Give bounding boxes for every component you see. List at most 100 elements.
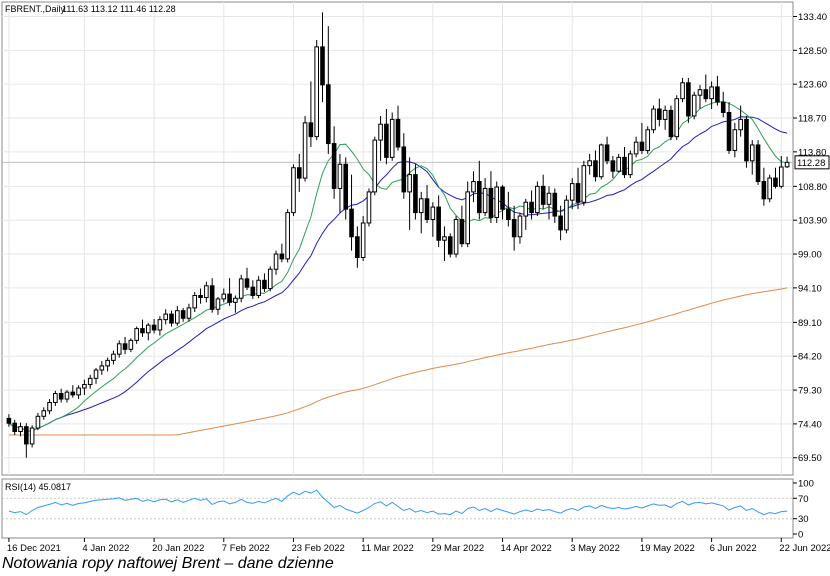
candle-body-up xyxy=(372,139,378,193)
candle-body-down xyxy=(326,84,331,145)
candle-body-up xyxy=(569,183,575,201)
candle xyxy=(285,209,290,263)
candle-body-up xyxy=(598,144,604,178)
candle xyxy=(192,292,198,313)
candle xyxy=(93,367,99,384)
candle-body-up xyxy=(157,319,163,331)
y-tick-label: 94.10 xyxy=(798,283,822,294)
candle-body-down xyxy=(250,286,256,296)
candle xyxy=(593,150,598,182)
candle xyxy=(378,115,383,161)
candle xyxy=(360,216,366,261)
candle-body-down xyxy=(70,391,76,396)
candle-body-up xyxy=(587,160,592,167)
candle xyxy=(355,226,360,268)
y-tick-label: 118.70 xyxy=(798,114,826,125)
candle-body-up xyxy=(680,82,685,100)
candle xyxy=(198,288,203,304)
candle-body-down xyxy=(726,111,732,151)
x-tick-label: 20 Jan 2022 xyxy=(152,543,204,554)
candle-body-down xyxy=(198,294,203,299)
candle-body-down xyxy=(279,253,285,260)
candle xyxy=(616,153,621,173)
candle-body-up xyxy=(116,343,122,355)
candle xyxy=(331,126,337,199)
last-price-tag xyxy=(794,155,830,170)
candle-body-down xyxy=(540,185,546,205)
candle xyxy=(58,388,64,403)
candle xyxy=(459,205,465,248)
candle-body-up xyxy=(430,206,436,221)
candle-body-down xyxy=(610,160,616,172)
rsi-tick-label: 70 xyxy=(798,494,809,505)
candle-body-down xyxy=(575,183,581,203)
candle-body-up xyxy=(453,219,459,255)
candle xyxy=(209,278,215,313)
candle xyxy=(384,109,389,165)
rsi-tick-label: 100 xyxy=(798,479,814,490)
candle xyxy=(314,39,319,141)
candle-body-up xyxy=(465,191,470,245)
candle xyxy=(558,205,563,241)
candle-body-down xyxy=(703,89,709,100)
candle-body-up xyxy=(302,122,308,179)
candle xyxy=(668,105,674,141)
candle xyxy=(105,357,110,372)
rsi-tick-label: 0 xyxy=(798,530,803,541)
candle-body-down xyxy=(773,177,778,187)
x-tick-label: 11 Mar 2022 xyxy=(361,543,414,554)
candle xyxy=(418,191,424,234)
candle xyxy=(744,115,749,168)
candle-body-down xyxy=(686,82,691,117)
candle-body-down xyxy=(227,293,232,303)
candle xyxy=(82,379,87,395)
candle-body-down xyxy=(622,156,627,176)
candle xyxy=(116,340,122,358)
candle xyxy=(784,156,790,168)
candle xyxy=(436,195,441,248)
candle xyxy=(145,323,151,341)
candle xyxy=(302,115,308,182)
candle-body-up xyxy=(564,199,569,231)
candle-body-up xyxy=(378,123,383,141)
candle-body-up xyxy=(186,307,192,319)
x-tick-label: 22 Jun 2022 xyxy=(779,543,830,554)
candle-body-up xyxy=(256,279,261,296)
y-tick-label: 84.20 xyxy=(798,352,822,363)
candle xyxy=(29,425,35,448)
candle-body-up xyxy=(273,253,279,270)
candle xyxy=(70,385,76,398)
candle xyxy=(552,188,558,223)
candle xyxy=(413,164,418,220)
candle xyxy=(697,84,703,110)
candle xyxy=(169,310,174,327)
candle xyxy=(535,181,540,217)
candle-body-down xyxy=(668,109,674,138)
ma-short-line xyxy=(8,101,788,432)
candle-body-down xyxy=(169,313,174,324)
candle xyxy=(767,174,772,203)
candle xyxy=(720,91,726,118)
candle xyxy=(267,266,273,292)
candle-body-up xyxy=(535,185,540,214)
candle-body-down xyxy=(384,123,389,158)
candle-body-down xyxy=(262,279,267,290)
candle xyxy=(366,188,372,227)
candle-body-up xyxy=(778,166,784,187)
candle-body-up xyxy=(204,285,209,299)
candle xyxy=(442,226,447,261)
y-tick-label: 113.80 xyxy=(798,147,826,158)
candle-body-up xyxy=(238,278,244,299)
x-tick-label: 7 Feb 2022 xyxy=(222,543,270,554)
candle xyxy=(256,276,261,299)
candle-body-down xyxy=(6,417,12,424)
candle xyxy=(401,133,407,199)
candle-body-up xyxy=(407,174,412,193)
candle xyxy=(308,81,314,148)
candle-body-up xyxy=(134,328,139,341)
candle-body-down xyxy=(477,181,482,214)
candle-body-down xyxy=(320,46,325,86)
candle-body-up xyxy=(523,201,529,217)
x-axis: 16 Dec 2021 4 Jan 2022 20 Jan 2022 7 Feb 20… xyxy=(7,538,830,554)
candle-body-down xyxy=(558,215,563,231)
